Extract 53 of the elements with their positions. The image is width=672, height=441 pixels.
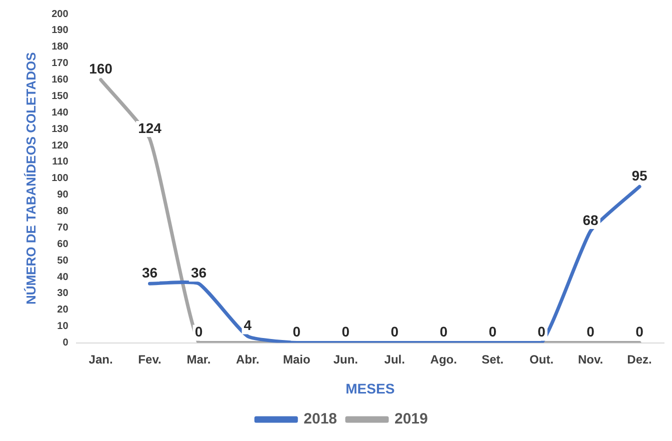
x-tick-label: Jun.	[333, 352, 358, 366]
x-tick-label: Jan.	[88, 352, 113, 366]
y-tick-label: 160	[52, 74, 69, 86]
x-tick-label: Mar.	[186, 352, 211, 366]
y-tick-label: 180	[52, 42, 69, 53]
y-tick-label: 40	[57, 272, 69, 283]
data-label: 0	[342, 324, 350, 340]
data-label: 36	[142, 264, 158, 280]
data-label: 68	[582, 212, 599, 228]
y-tick-label: 0	[62, 338, 69, 349]
y-tick-label: 50	[57, 255, 69, 266]
data-label: 0	[390, 324, 399, 340]
y-tick-label: 20	[57, 304, 69, 316]
y-tick-label: 150	[52, 90, 69, 102]
y-tick-label: 190	[52, 25, 69, 36]
data-label: 95	[632, 167, 648, 184]
y-tick-label: 90	[57, 190, 69, 201]
y-tick-label: 200	[52, 8, 69, 20]
x-tick-label: Nov.	[578, 352, 604, 366]
y-tick-label: 130	[52, 124, 69, 135]
data-label: 0	[488, 324, 497, 340]
y-tick-label: 120	[52, 140, 69, 152]
x-tick-label: Set.	[482, 352, 504, 366]
data-label: 0	[292, 324, 301, 340]
x-tick-label: Dez.	[627, 352, 652, 366]
data-label: 0	[194, 324, 203, 340]
x-tick-label: Ago.	[430, 352, 457, 366]
data-label: 4	[244, 317, 252, 334]
data-label: 0	[538, 324, 546, 340]
y-axis-title: NÚMERO DE TABANÍDEOS COLETADOS	[23, 52, 38, 305]
legend-label: 2019	[394, 410, 428, 428]
data-label: 0	[440, 324, 448, 340]
y-tick-label: 70	[57, 222, 69, 234]
data-label: 160	[89, 60, 113, 77]
legend-label: 2018	[304, 410, 338, 428]
y-tick-label: 100	[52, 173, 69, 184]
x-tick-label: Maio	[283, 352, 310, 366]
data-label: 0	[586, 324, 595, 340]
y-tick-label: 60	[57, 238, 69, 250]
data-label: 124	[138, 120, 162, 136]
y-tick-label: 110	[52, 156, 69, 168]
y-tick-label: 140	[52, 107, 69, 118]
data-label: 0	[636, 324, 644, 340]
y-tick-label: 80	[57, 206, 69, 218]
x-tick-label: Out.	[530, 352, 554, 366]
x-tick-label: Fev.	[138, 352, 162, 366]
y-tick-label: 10	[57, 321, 69, 332]
x-tick-label: Abr.	[236, 352, 260, 366]
x-axis-title: MESES	[346, 380, 395, 396]
y-tick-label: 170	[52, 58, 69, 70]
y-tick-label: 30	[57, 288, 69, 300]
data-label: 36	[190, 264, 207, 280]
x-tick-label: Jul.	[384, 352, 405, 366]
